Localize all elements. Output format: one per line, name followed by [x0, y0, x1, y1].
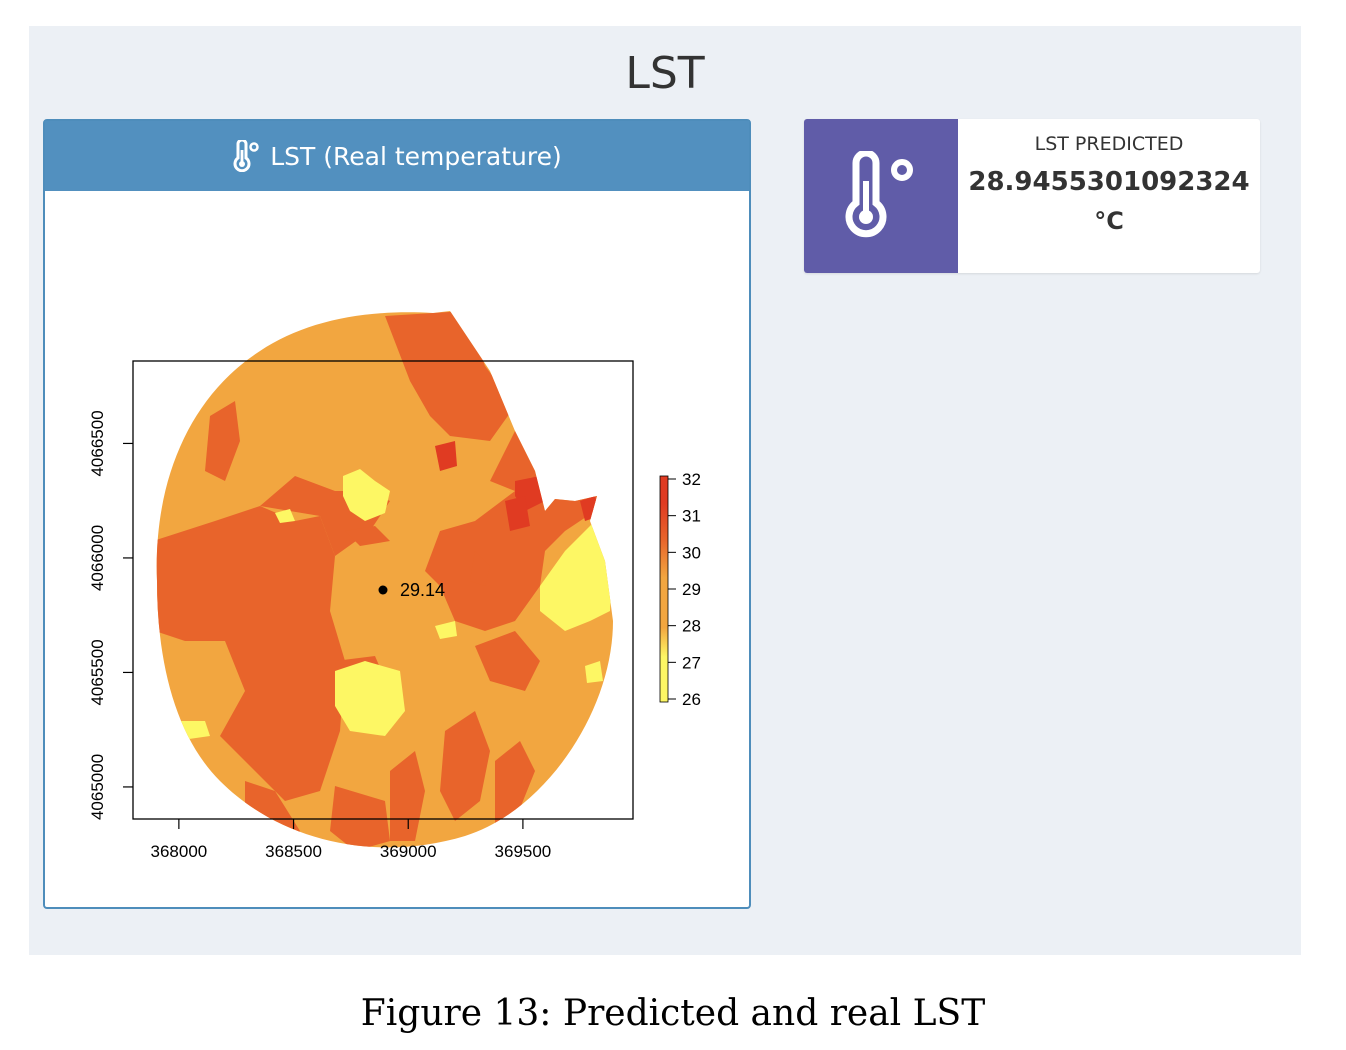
y-tick-label: 4066500	[88, 410, 107, 476]
dashboard-body: LST LST (Real temperature)	[29, 26, 1301, 955]
real-temperature-box: LST (Real temperature)	[43, 119, 751, 909]
lst-raster-plot: 368000 368500 369000 369500 406500040655004…	[88, 311, 701, 861]
x-axis: 368000 368500 369000 369500	[151, 819, 552, 861]
y-tick-label: 4066000	[88, 525, 107, 591]
thermometer-icon	[845, 151, 913, 238]
sample-point-label: 29.14	[400, 580, 445, 600]
x-tick-label: 369000	[380, 842, 437, 861]
page-title: LST	[625, 48, 705, 99]
legend-tick-label: 32	[682, 470, 701, 489]
figure-caption: Figure 13: Predicted and real LST	[360, 993, 986, 1034]
legend-tick-label: 28	[682, 617, 701, 636]
legend-tick-label: 26	[682, 690, 701, 709]
color-legend: 26 27 28 29 30 31 32	[659, 470, 701, 709]
y-tick-label: 4065000	[88, 754, 107, 820]
legend-tick-label: 29	[682, 580, 701, 599]
info-box-label: LST PREDICTED	[1034, 133, 1184, 155]
x-tick-label: 369500	[495, 842, 552, 861]
legend-tick-label: 27	[682, 653, 701, 672]
raster-area	[156, 311, 613, 848]
plot-frame	[132, 360, 634, 820]
box-title: LST (Real temperature)	[270, 141, 562, 171]
thermometer-icon	[232, 140, 262, 172]
lst-predicted-info-box: LST PREDICTED 28.9455301092324 °C	[804, 119, 1260, 273]
point-layer: 29.14	[378, 580, 445, 600]
info-box-unit: °C	[1094, 207, 1124, 235]
x-tick-label: 368500	[265, 842, 322, 861]
y-tick-label: 4065500	[88, 639, 107, 705]
info-box-icon-area	[804, 119, 958, 273]
legend-colorbar	[659, 475, 669, 703]
info-box-content: LST PREDICTED 28.9455301092324 °C	[958, 119, 1260, 273]
box-header: LST (Real temperature)	[45, 121, 749, 191]
sample-point	[378, 585, 388, 595]
legend-tick-label: 30	[682, 543, 701, 562]
legend-tick-label: 31	[682, 507, 701, 526]
x-tick-label: 368000	[151, 842, 208, 861]
info-box-value: 28.9455301092324	[968, 167, 1250, 197]
y-axis: 4065000 4065500 4066000 4066500	[88, 410, 133, 820]
